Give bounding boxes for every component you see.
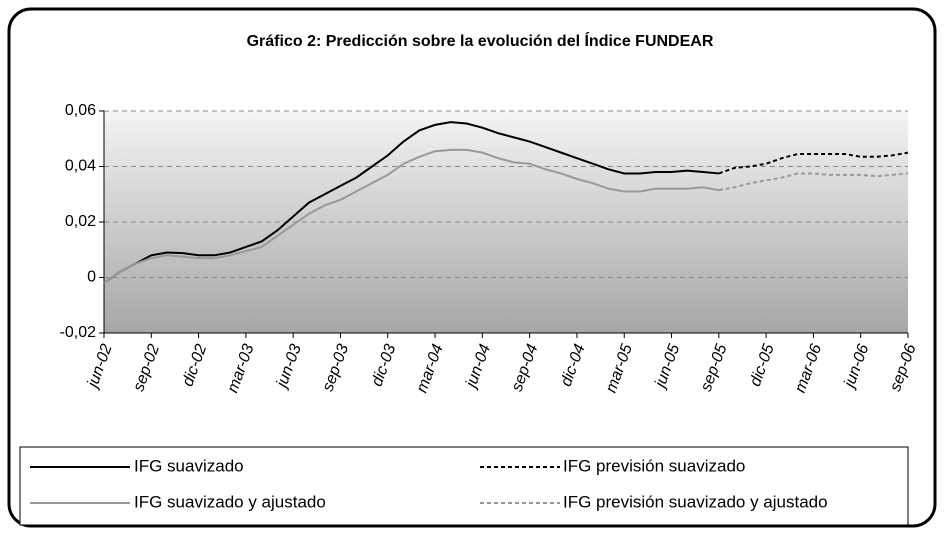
y-tick-label: 0,06 [65, 102, 96, 119]
legend-label: IFG suavizado [134, 456, 244, 475]
legend-label: IFG previsión suavizado y ajustado [563, 492, 828, 511]
y-tick-label: 0 [87, 269, 96, 286]
series-line [103, 121, 719, 284]
y-tick-label: 0,04 [65, 158, 96, 175]
legend [19, 446, 909, 526]
legend-label: IFG previsión suavizado [563, 456, 745, 475]
chart-title: Gráfico 2: Predicción sobre la evolución… [247, 31, 714, 50]
y-tick-label: 0,02 [65, 213, 96, 230]
y-tick-label: -0,02 [60, 324, 97, 341]
legend-label: IFG suavizado y ajustado [134, 492, 326, 511]
series-line [103, 148, 719, 284]
